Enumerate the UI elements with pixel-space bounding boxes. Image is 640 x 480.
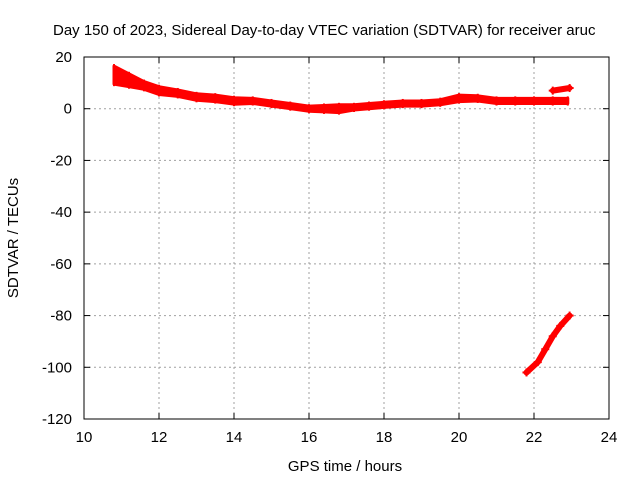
y-axis-label: SDTVAR / TECUs: [5, 178, 22, 298]
x-tick-label: 22: [526, 429, 543, 446]
x-tick-label: 14: [226, 429, 243, 446]
y-tick-label: -100: [42, 359, 72, 376]
y-tick-label: -60: [50, 256, 72, 273]
y-tick-label: -40: [50, 204, 72, 221]
plot-area: [112, 64, 574, 377]
x-tick-label: 24: [601, 429, 618, 446]
y-tick-label: -20: [50, 152, 72, 169]
plot-frame: [83, 56, 610, 420]
x-axis: 10 12 14 16 18 20 22 24: [76, 57, 618, 446]
y-tick-label: -120: [42, 411, 72, 428]
x-tick-label: 12: [151, 429, 168, 446]
chart-title: Day 150 of 2023, Sidereal Day-to-day VTE…: [53, 22, 596, 39]
x-tick-label: 20: [451, 429, 468, 446]
grid: [84, 57, 609, 419]
x-axis-label: GPS time / hours: [288, 458, 402, 475]
data-segment: [523, 312, 573, 376]
x-tick-label: 10: [76, 429, 93, 446]
x-tick-label: 18: [376, 429, 393, 446]
y-tick-label: -80: [50, 308, 72, 325]
y-tick-label: 0: [64, 101, 72, 118]
y-axis: -120 -100 -80 -60 -40 -20 0 20: [42, 49, 609, 428]
x-tick-label: 16: [301, 429, 318, 446]
data-band: [112, 64, 570, 115]
y-tick-label: 20: [55, 49, 72, 66]
